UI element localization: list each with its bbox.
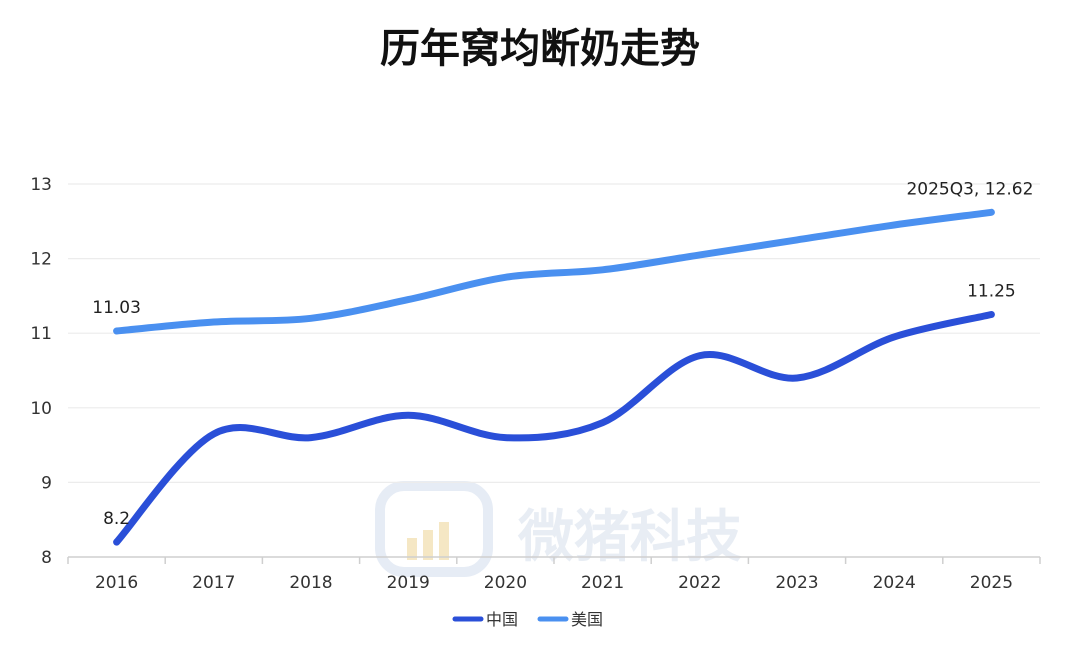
x-tick-label: 2022 xyxy=(678,573,721,593)
x-tick-label: 2020 xyxy=(484,573,527,593)
axes: 8 9 10 11 12 13 2016 2017 2018 2019 2020 2021 2022 20… xyxy=(30,175,1041,593)
series-line xyxy=(113,208,995,335)
data-label: 2025Q3, 12.62 xyxy=(906,179,1033,199)
x-tick-label: 2024 xyxy=(873,573,916,593)
pig-logo-icon xyxy=(375,481,493,577)
legend-label: 美国 xyxy=(571,610,603,629)
data-label: 11.25 xyxy=(967,282,1016,302)
x-tick-label: 2019 xyxy=(387,573,430,593)
y-tick-label: 13 xyxy=(30,175,52,195)
series-lines xyxy=(113,208,995,546)
data-label: 11.03 xyxy=(92,298,141,318)
legend-label: 中国 xyxy=(486,610,518,629)
legend: 中国 美国 xyxy=(452,610,603,629)
y-tick-label: 12 xyxy=(30,250,52,270)
data-label: 8.2 xyxy=(103,509,130,529)
x-tick-label: 2023 xyxy=(775,573,818,593)
watermark: 微猪科技 xyxy=(375,481,742,577)
y-tick-label: 8 xyxy=(41,548,52,568)
watermark-text: 微猪科技 xyxy=(517,505,742,570)
x-tick-label: 2016 xyxy=(95,573,138,593)
y-tick-label: 10 xyxy=(30,399,52,419)
chart-title: 历年窝均断奶走势 xyxy=(380,26,700,72)
x-tick-label: 2018 xyxy=(289,573,332,593)
x-tick-label: 2021 xyxy=(581,573,624,593)
data-labels: 8.2 11.25 11.03 2025Q3, 12.62 xyxy=(92,179,1033,529)
y-tick-label: 9 xyxy=(41,473,52,493)
y-tick-label: 11 xyxy=(30,324,52,344)
x-tick-label: 2017 xyxy=(192,573,235,593)
x-tick-label: 2025 xyxy=(970,573,1013,593)
series-line xyxy=(113,311,995,546)
grid xyxy=(68,183,1040,483)
